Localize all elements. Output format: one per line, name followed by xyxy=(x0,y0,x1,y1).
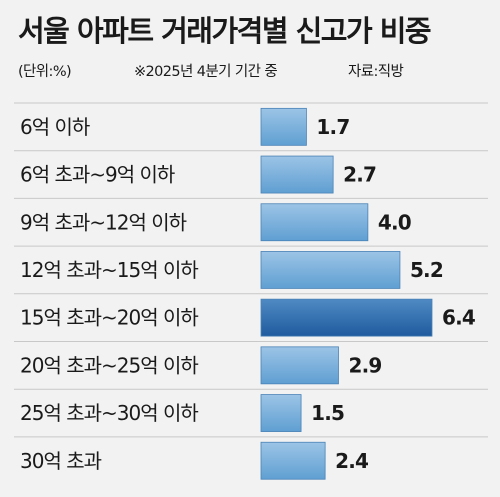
value-label: 1.7 xyxy=(316,115,349,139)
category-label: 6억 초과~9억 이하 xyxy=(20,163,175,187)
bar xyxy=(260,155,334,194)
category-label: 30억 초과 xyxy=(20,449,102,473)
bar xyxy=(260,298,433,337)
category-label: 15억 초과~20억 이하 xyxy=(20,306,198,330)
bar xyxy=(260,107,307,146)
chart-title: 서울 아파트 거래가격별 신고가 비중 xyxy=(18,14,432,48)
value-label: 6.4 xyxy=(442,306,475,330)
category-label: 25억 초과~30억 이하 xyxy=(20,401,198,425)
category-label: 12억 초과~15억 이하 xyxy=(20,258,198,282)
value-label: 2.9 xyxy=(348,353,381,377)
category-label: 9억 초과~12억 이하 xyxy=(20,210,187,234)
bar xyxy=(260,251,401,289)
bar xyxy=(260,394,302,432)
value-label: 2.4 xyxy=(335,449,368,473)
source-note: 자료:직방 xyxy=(348,64,404,80)
value-label: 1.5 xyxy=(311,401,344,425)
value-label: 4.0 xyxy=(378,210,411,234)
value-label: 2.7 xyxy=(343,163,376,187)
value-label: 5.2 xyxy=(410,258,443,282)
bar xyxy=(260,203,369,242)
unit-note: (단위:%) xyxy=(18,64,72,80)
category-label: 6억 이하 xyxy=(20,115,90,139)
bar xyxy=(260,346,339,385)
bar xyxy=(260,441,326,480)
category-label: 20억 초과~25억 이하 xyxy=(20,353,198,377)
period-note: ※2025년 4분기 기간 중 xyxy=(134,64,278,80)
